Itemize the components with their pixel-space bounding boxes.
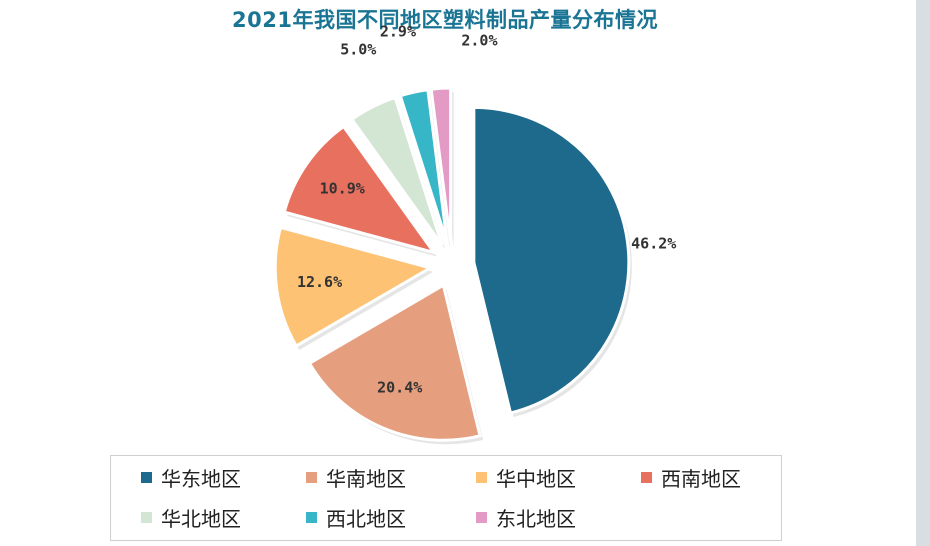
legend-label: 华中地区: [496, 466, 576, 491]
legend-label: 华东地区: [161, 466, 241, 491]
legend-label: 华南地区: [326, 466, 406, 491]
legend-swatch: [641, 471, 652, 483]
pie-slice-1: [472, 105, 631, 415]
legend-swatch: [141, 511, 152, 523]
chart-title: 2021年我国不同地区塑料制品产量分布情况: [232, 8, 658, 32]
pie-slice-7: [429, 86, 453, 244]
legend-item-7: 东北地区: [476, 502, 576, 532]
data-label-2: 20.4%: [377, 378, 422, 396]
data-label-3: 12.6%: [297, 273, 342, 291]
legend-label: 西南地区: [661, 466, 741, 491]
data-label-6: 2.9%: [380, 22, 416, 40]
pie-slice-5: [349, 95, 444, 247]
data-label-5: 5.0%: [340, 41, 376, 59]
pie-slice-3: [273, 225, 435, 349]
data-label-1: 46.2%: [631, 234, 676, 252]
legend-item-2: 华南地区: [306, 462, 406, 492]
legend-swatch: [306, 511, 317, 523]
legend-swatch: [141, 471, 152, 483]
legend-label: 西北地区: [326, 506, 406, 531]
legend-item-3: 华中地区: [476, 462, 576, 492]
legend-label: 东北地区: [496, 506, 576, 531]
legend-item-5: 华北地区: [141, 502, 241, 532]
pie-slice-2: [307, 282, 482, 442]
legend-swatch: [306, 471, 317, 483]
legend-item-6: 西北地区: [306, 502, 406, 532]
legend-swatch: [476, 511, 487, 523]
legend-item-4: 西南地区: [641, 462, 741, 492]
window-edge-strip: [916, 0, 930, 546]
legend-item-1: 华东地区: [141, 462, 241, 492]
data-label-7: 2.0%: [461, 32, 497, 50]
pie-slice-4: [282, 124, 438, 256]
pie-slice-6: [398, 88, 449, 244]
data-label-4: 10.9%: [320, 179, 365, 197]
chart-legend: 华东地区 华南地区 华中地区 西南地区华北地区 西北地区 东北地区: [110, 455, 782, 541]
legend-swatch: [476, 471, 487, 483]
legend-label: 华北地区: [161, 506, 241, 531]
pie-chart: 46.2% 20.4% 12.6% 10.9% 5.0%2.9% 2.0%: [273, 22, 676, 445]
